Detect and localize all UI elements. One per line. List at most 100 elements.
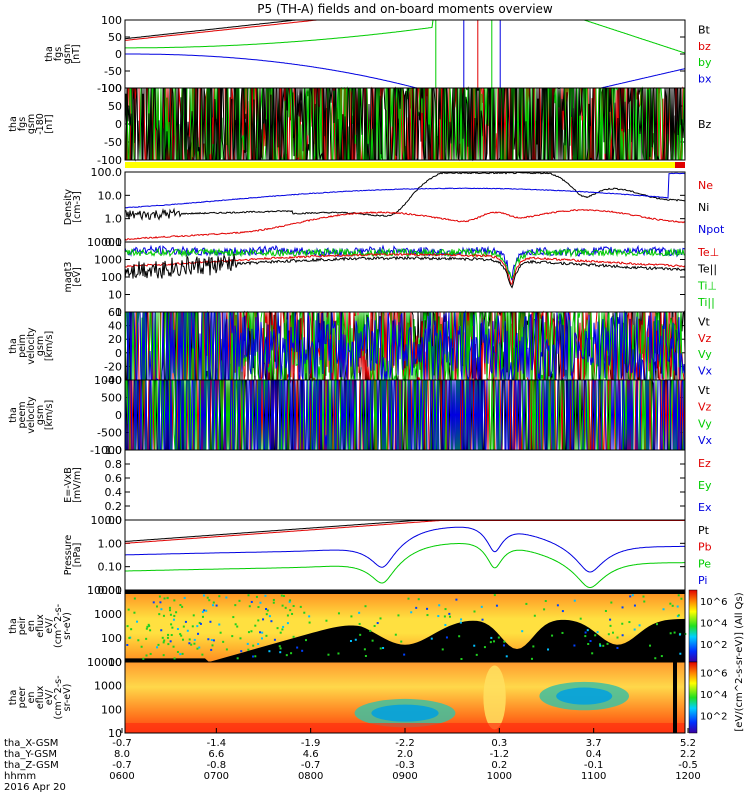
spectrogram-pixel xyxy=(410,611,413,614)
spectrogram-pixel xyxy=(180,634,183,637)
spectrogram-pixel xyxy=(169,640,172,643)
spectrogram-pixel xyxy=(257,619,260,622)
spectrogram-pixel xyxy=(677,594,680,597)
spectrogram-pixel xyxy=(676,605,679,608)
spectrogram-pixel xyxy=(142,657,145,660)
x-tick-label: -1.9 xyxy=(301,738,321,749)
y-axis-label: tha xyxy=(8,338,19,354)
spectrogram-pixel xyxy=(455,598,458,601)
spectrogram-pixel xyxy=(403,653,406,656)
spectrogram-pixel xyxy=(521,630,524,633)
x-tick-label: 0.2 xyxy=(491,760,507,771)
spectrogram-pixel xyxy=(179,633,182,636)
spectrogram-pixel xyxy=(247,648,250,651)
y-tick-label: 10 xyxy=(108,289,122,302)
series-line xyxy=(124,19,685,41)
spectrogram-pixel xyxy=(655,623,658,626)
spectrogram-pixel xyxy=(584,631,587,634)
spectrogram-pixel xyxy=(259,631,262,634)
spectrogram-pixel xyxy=(212,601,215,604)
y-axis-label: tha xyxy=(44,46,55,62)
spectrogram-pixel xyxy=(441,648,444,651)
x-tick-label: 2.2 xyxy=(680,749,696,760)
series-line xyxy=(124,208,686,241)
y-axis-label: [nPa] xyxy=(72,543,83,568)
x-tick-label: 4.6 xyxy=(303,749,319,760)
spectrogram-pixel xyxy=(556,604,559,607)
spectrogram-pixel xyxy=(679,652,682,655)
spectrogram-pixel xyxy=(591,652,594,655)
spectrogram-pixel xyxy=(136,620,139,623)
spectrogram-pixel xyxy=(169,613,172,616)
spectrogram-pixel xyxy=(201,615,204,618)
x-tick-label: -0.8 xyxy=(207,760,227,771)
spectrogram-pixel xyxy=(547,648,550,651)
spectrogram-pixel xyxy=(533,614,536,617)
spectrogram-pixel xyxy=(379,617,382,620)
spectrogram-pixel xyxy=(168,606,171,609)
spectrogram-pixel xyxy=(677,614,680,617)
y-axis-label: -180 xyxy=(35,113,46,135)
spectrogram-pixel xyxy=(199,622,202,625)
panel-frame xyxy=(124,449,686,521)
y-axis-label: (cm^2-s- xyxy=(53,604,64,648)
y-tick-label: 100 xyxy=(101,703,122,716)
y-tick-label: -40 xyxy=(104,374,122,387)
spectrogram-pixel xyxy=(234,604,237,607)
spectrogram-pixel xyxy=(260,637,263,640)
spectrogram-pixel xyxy=(669,632,672,635)
y-tick-label: 0.6 xyxy=(105,472,123,485)
spectrogram-pixel xyxy=(130,628,133,631)
y-tick-label: 50 xyxy=(108,31,122,44)
y-tick-label: -20 xyxy=(104,360,122,373)
y-axis-label: sr-eV) xyxy=(62,684,73,712)
spectrogram-pixel xyxy=(179,603,182,606)
legend-entry: Vt xyxy=(698,316,711,329)
spectrogram-pixel xyxy=(325,619,328,622)
spectrogram-pixel xyxy=(176,628,179,631)
spectrogram-pixel xyxy=(196,625,199,628)
spectrogram-pixel xyxy=(475,653,478,656)
spectrogram-pixel xyxy=(358,622,361,625)
spectrogram-pixel xyxy=(161,636,164,639)
y-axis-label: tha xyxy=(8,690,19,706)
spectrogram-pixel xyxy=(222,640,225,643)
y-tick-label: 1.00 xyxy=(98,537,123,550)
spectrogram-pixel xyxy=(147,623,150,626)
y-tick-label: 10.0 xyxy=(98,189,123,202)
y-axis-label: [km/s] xyxy=(44,331,55,361)
spectrogram-pixel xyxy=(279,631,282,634)
spectrogram-pixel xyxy=(460,657,463,660)
spectrogram-pixel xyxy=(394,633,397,636)
spectrogram-pixel xyxy=(621,622,624,625)
spectrogram-pixel xyxy=(337,652,340,655)
spectrogram-pixel xyxy=(616,636,619,639)
legend-entry: Vx xyxy=(698,434,713,447)
spectrogram-pixel xyxy=(621,606,624,609)
y-tick-label: 40 xyxy=(108,320,122,333)
y-axis-label: eflux xyxy=(35,685,46,709)
series-line xyxy=(125,543,685,589)
spectrogram-pixel xyxy=(234,623,237,626)
panel-frame xyxy=(124,19,686,89)
y-axis-label: [km/s] xyxy=(44,400,55,430)
spectrogram-pixel xyxy=(606,642,609,645)
spectrogram-pixel xyxy=(460,618,463,621)
spectrogram-pixel xyxy=(629,595,632,598)
spectrogram-pixel xyxy=(638,624,641,627)
x-tick-label: 1200 xyxy=(675,771,700,782)
y-tick-label: 10000 xyxy=(87,584,122,597)
spectrogram-pixel xyxy=(490,636,493,639)
spectrogram-pixel xyxy=(225,648,228,651)
legend-entry: Pb xyxy=(698,541,712,554)
y-tick-label: 100.0 xyxy=(91,166,123,179)
y-axis-label: velocity xyxy=(26,396,37,434)
spectrogram-pixel xyxy=(162,641,165,644)
legend-entry: Vt xyxy=(698,384,711,397)
spectrogram-pixel xyxy=(261,631,264,634)
spectrogram-pixel xyxy=(459,621,462,624)
series-line xyxy=(125,520,685,544)
spectrogram-pixel xyxy=(289,599,292,602)
spectrogram-pixel xyxy=(262,618,265,621)
